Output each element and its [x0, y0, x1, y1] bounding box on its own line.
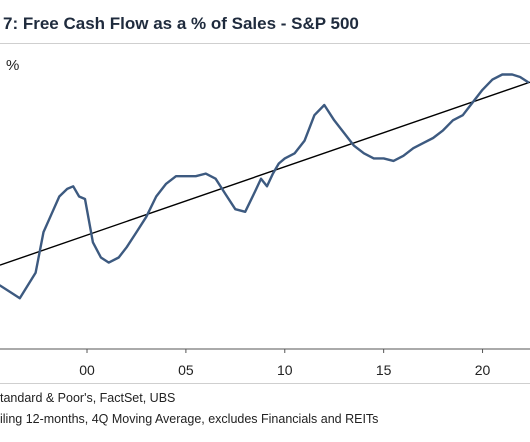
series-line-fcf-pct-sales [0, 73, 530, 300]
trend-line [0, 81, 530, 266]
x-tick-label: 15 [376, 362, 392, 378]
footer-divider [0, 383, 530, 384]
footnote: iling 12-months, 4Q Moving Average, excl… [0, 412, 379, 426]
x-tick-label: 10 [277, 362, 293, 378]
x-tick-label: 20 [475, 362, 491, 378]
chart-title: 7: Free Cash Flow as a % of Sales - S&P … [3, 14, 359, 33]
source-note: tandard & Poor's, FactSet, UBS [0, 391, 176, 405]
x-tick-label: 00 [79, 362, 95, 378]
title-divider [0, 43, 530, 44]
x-tick-label: 05 [178, 362, 194, 378]
y-axis-unit-label: % [6, 57, 20, 74]
